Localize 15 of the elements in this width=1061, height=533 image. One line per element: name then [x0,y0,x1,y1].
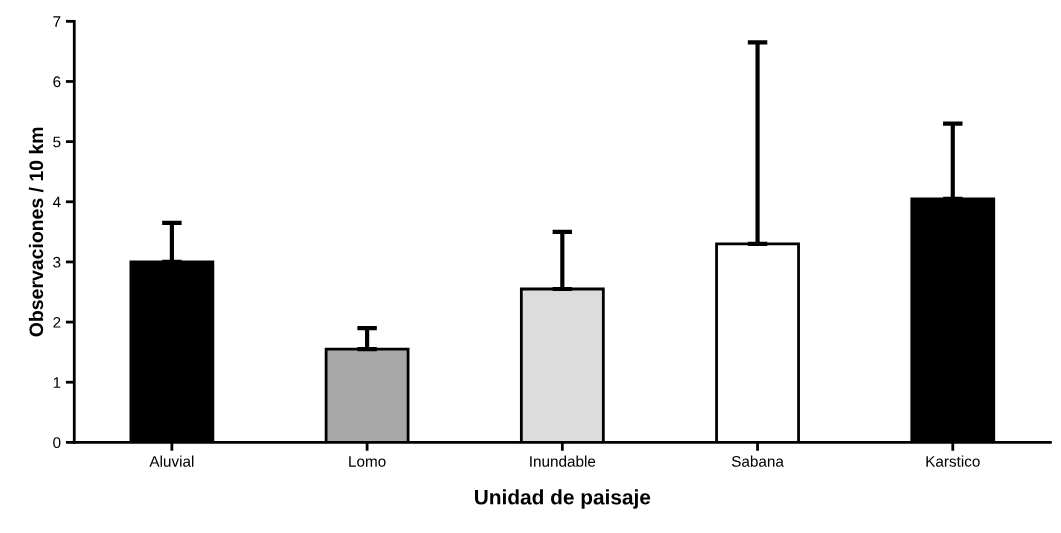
x-tick-label: Lomo [349,456,386,467]
y-tick-label: 0 [53,437,61,449]
y-tick-label: 7 [53,16,61,27]
x-tick-label: Inundable [530,455,596,467]
y-tick-label: 3 [53,256,61,268]
y-tick-label: 5 [53,136,61,148]
x-tick-label: Sabana [731,455,784,467]
y-tick-label: 6 [53,76,61,88]
x-tick-label: Karstico [926,455,980,467]
y-axis-title: Observaciones / 10 km [28,127,44,337]
x-tick-label: Aluvial [149,455,194,467]
x-axis-title: Unidad de paisaje [475,489,651,509]
y-tick-label: 4 [52,196,61,208]
y-tick-label: 2 [53,316,61,328]
y-tick-label: 1 [53,377,61,388]
